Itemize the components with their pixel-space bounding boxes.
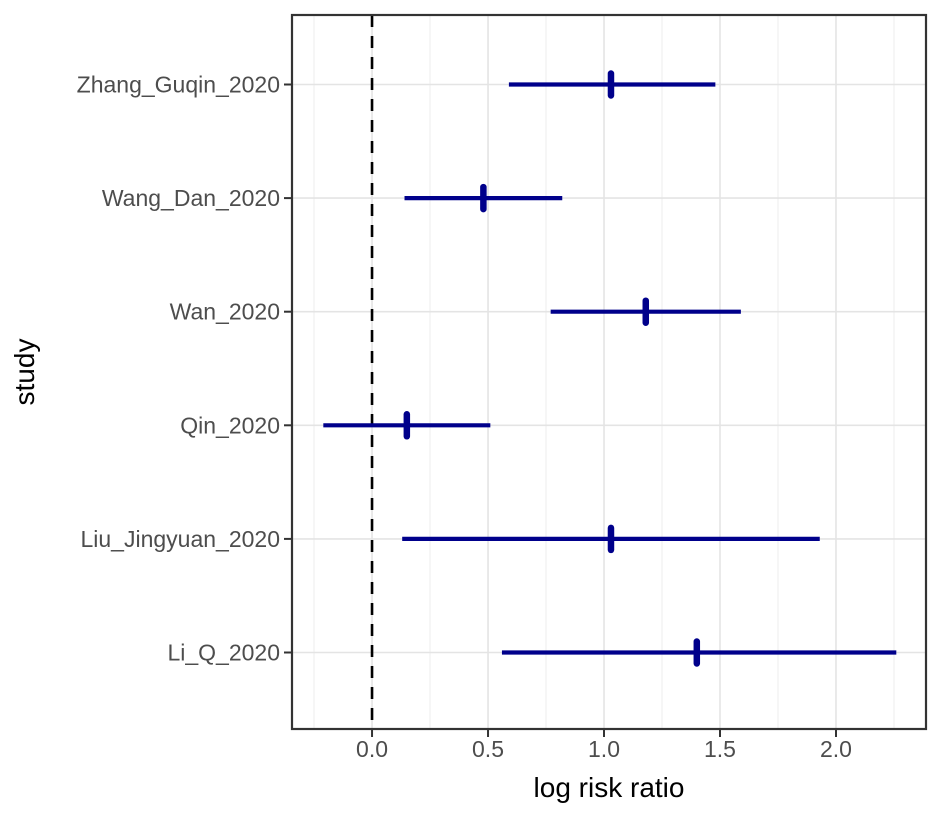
y-axis-title: study [9, 339, 40, 406]
y-tick-label: Wan_2020 [170, 299, 280, 325]
x-axis-title: log risk ratio [534, 772, 685, 803]
x-tick-label: 1.0 [588, 736, 620, 762]
axis-ticks-group [284, 83, 837, 737]
panel-border-group [290, 13, 928, 731]
gridlines-minor [313, 15, 895, 729]
axis-labels-group: 0.0 0.5 1.0 1.5 2.0 Zhang_Guqin_2020 Wang_Dan_… [77, 72, 852, 763]
x-tick-label: 0.5 [472, 736, 504, 762]
y-tick-label: Liu_Jingyuan_2020 [80, 526, 280, 552]
x-tick-label: 0.0 [356, 736, 388, 762]
y-tick-label: Wang_Dan_2020 [102, 185, 280, 211]
panel-border [290, 13, 928, 731]
ci-lines-group [323, 70, 897, 667]
y-tick-label: Qin_2020 [180, 412, 280, 438]
y-tick-label: Li_Q_2020 [167, 640, 280, 666]
x-tick-label: 2.0 [820, 736, 852, 762]
gridlines-major [292, 15, 926, 729]
x-tick-label: 1.5 [704, 736, 736, 762]
y-tick-label: Zhang_Guqin_2020 [77, 72, 280, 98]
